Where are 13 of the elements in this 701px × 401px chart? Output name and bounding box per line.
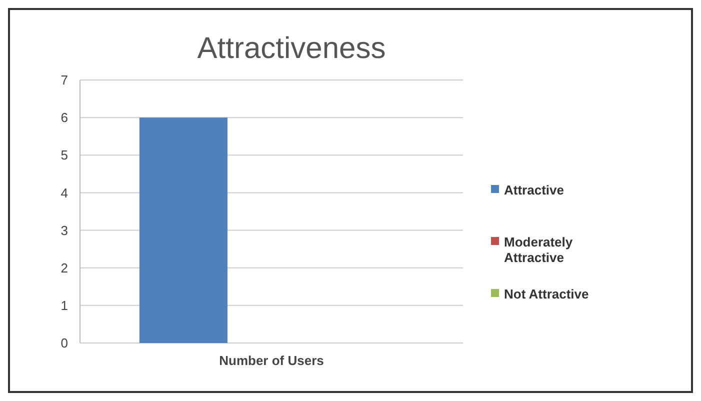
y-tick-label: 5 [60, 148, 68, 163]
y-tick-label: 2 [60, 260, 68, 276]
legend-label: Not Attractive [504, 286, 589, 302]
chart-title: Attractiveness [197, 32, 386, 65]
y-tick-label: 0 [60, 336, 68, 351]
y-tick-label: 1 [60, 298, 68, 313]
y-tick-label: 6 [60, 110, 68, 126]
legend-label: Attractive [504, 182, 564, 198]
y-tick-label: 3 [60, 222, 68, 238]
legend-label: Moderately Attractive [504, 234, 574, 266]
y-tick-label: 7 [60, 72, 68, 88]
x-tick-label: Number of Users [219, 353, 324, 368]
y-tick-label: 4 [60, 185, 68, 200]
